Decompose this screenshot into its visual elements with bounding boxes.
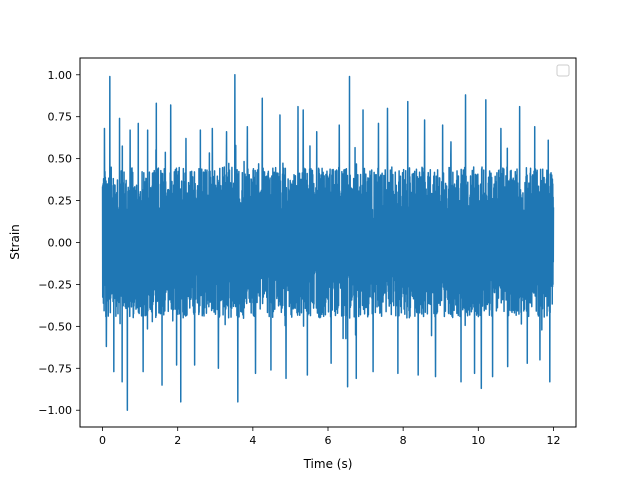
y-tick-label: −0.25 bbox=[38, 278, 72, 291]
x-axis: 0 2 4 6 8 10 12 bbox=[99, 427, 560, 447]
y-tick-label: 1.00 bbox=[48, 69, 73, 82]
x-axis-label: Time (s) bbox=[303, 457, 353, 471]
y-axis-label: Strain bbox=[8, 224, 22, 260]
y-tick-label: 0.75 bbox=[48, 111, 73, 124]
x-tick-label: 0 bbox=[99, 434, 106, 447]
y-tick-label: 0.00 bbox=[48, 237, 73, 250]
strain-series-line bbox=[101, 74, 555, 411]
x-tick-label: 4 bbox=[249, 434, 256, 447]
y-tick-label: −1.00 bbox=[38, 404, 72, 417]
y-tick-label: −0.50 bbox=[38, 320, 72, 333]
series-layer bbox=[101, 74, 555, 411]
x-tick-label: 6 bbox=[325, 434, 332, 447]
legend-box bbox=[556, 64, 570, 77]
y-tick-label: 0.25 bbox=[48, 195, 73, 208]
x-tick-label: 8 bbox=[400, 434, 407, 447]
y-tick-label: 0.50 bbox=[48, 153, 73, 166]
y-axis: −1.00 −0.75 −0.50 −0.25 0.00 0.25 0.50 0.75 1.00 bbox=[38, 69, 80, 417]
x-tick-label: 10 bbox=[471, 434, 485, 447]
x-tick-label: 2 bbox=[174, 434, 181, 447]
y-tick-label: −0.75 bbox=[38, 362, 72, 375]
x-tick-label: 12 bbox=[546, 434, 560, 447]
